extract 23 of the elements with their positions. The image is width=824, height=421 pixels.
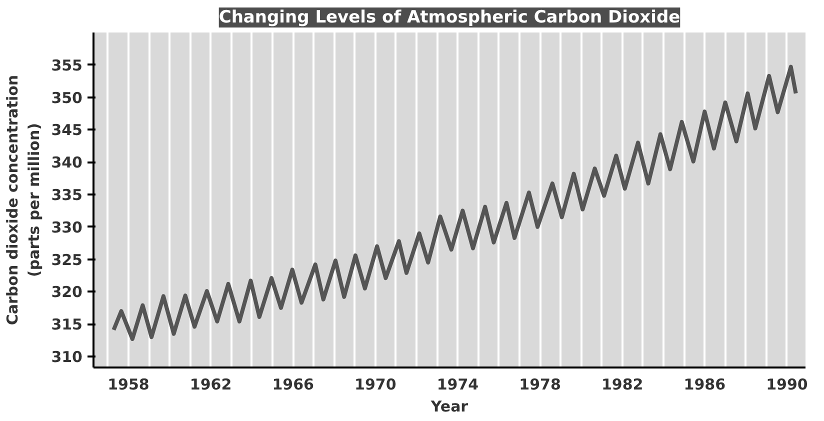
x-tick-label: 1966 <box>272 376 314 394</box>
y-tick-label: 340 <box>51 154 82 172</box>
y-tick-label: 335 <box>51 186 82 204</box>
x-tick-label: 1974 <box>436 376 479 394</box>
y-tick-label: 345 <box>51 121 82 140</box>
x-tick-label: 1982 <box>601 376 644 394</box>
line-series <box>112 64 798 341</box>
y-tick-label: 350 <box>51 88 82 107</box>
y-tick-label: 310 <box>51 348 82 366</box>
y-axis-title: Carbon dioxide concentration (parts per million) <box>4 74 44 326</box>
y-tick-label: 320 <box>51 283 82 302</box>
x-tick-label: 1986 <box>684 376 726 394</box>
y-tick-label: 330 <box>51 218 82 236</box>
x-tick-label: 1990 <box>766 376 808 394</box>
x-axis-title: Year <box>430 398 469 416</box>
chart-title: Changing Levels of Atmospheric Carbon Dioxide <box>218 8 680 28</box>
x-tick-label: 1958 <box>108 376 150 394</box>
x-tick-label: 1962 <box>190 376 232 394</box>
y-tick-label: 355 <box>51 56 82 74</box>
x-tick-label: 1978 <box>519 376 561 394</box>
y-tick-label: 325 <box>51 250 82 269</box>
x-tick-label: 1970 <box>354 376 396 394</box>
y-tick-label: 315 <box>51 316 82 334</box>
